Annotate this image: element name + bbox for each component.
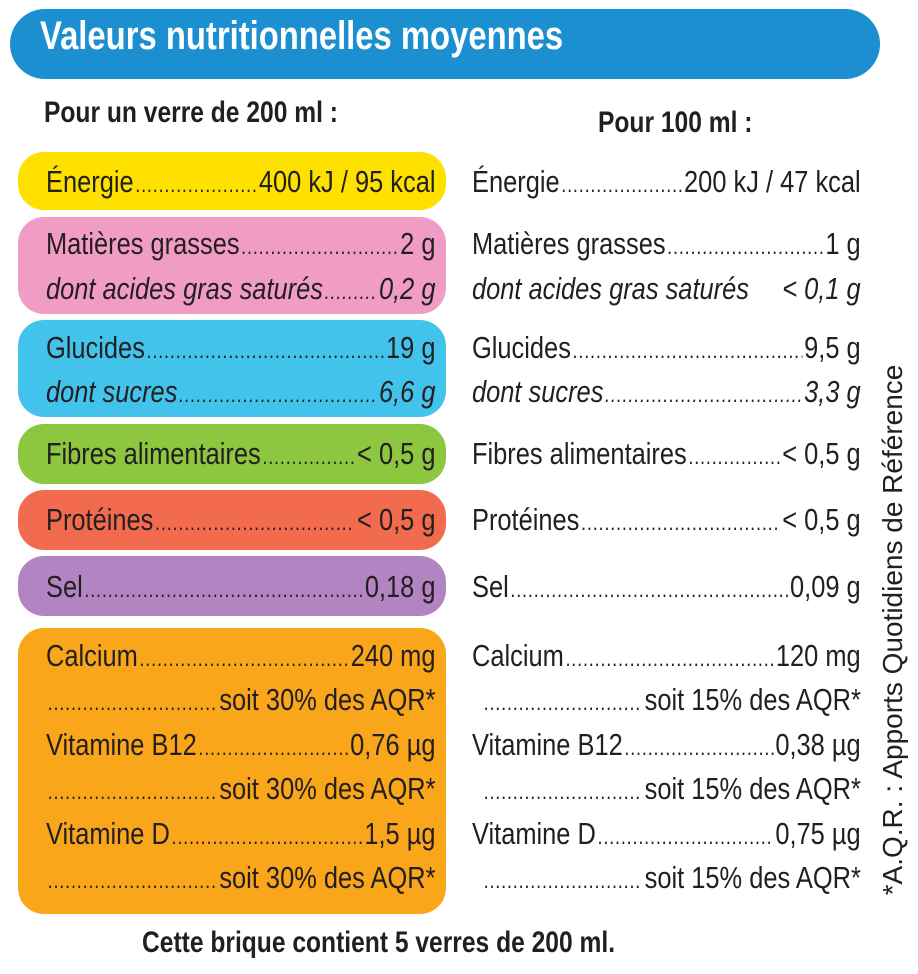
header-per-glass: Pour un verre de 200 ml :: [44, 96, 338, 129]
right-acides-gras-row: dont acides gras saturés < 0,1 g: [472, 273, 861, 304]
left-energie-value: 400 kJ / 95 kcal: [258, 164, 436, 199]
right-sel-label: Sel: [472, 569, 509, 604]
left-calcium-row: Calcium 240 mg: [46, 640, 436, 671]
right-b12-aqr-row: soit 15% des AQR*: [482, 773, 861, 804]
left-acides-gras-row: dont acides gras saturés 0,2 g: [46, 273, 436, 304]
left-matieres-grasses-row: Matières grasses 2 g: [46, 228, 436, 259]
left-sel-label: Sel: [46, 569, 83, 604]
right-vitd-label: Vitamine D: [472, 816, 596, 851]
right-calcium-label: Calcium: [472, 638, 564, 673]
right-vitd-aqr-value: soit 15% des AQR*: [644, 860, 861, 895]
right-sucres-label: dont sucres: [472, 374, 604, 409]
left-acides-gras-value: 0,2 g: [378, 271, 436, 306]
right-proteines-value: < 0,5 g: [782, 502, 861, 537]
left-fibres-value: < 0,5 g: [357, 436, 436, 471]
right-proteines-label: Protéines: [472, 502, 580, 537]
aqr-side-note: *A.Q.R. : Apports Quotidiens de Référenc…: [868, 350, 918, 910]
right-fibres-label: Fibres alimentaires: [472, 436, 687, 471]
right-matieres-grasses-value: 1 g: [825, 226, 861, 261]
left-sel-row: Sel 0,18 g: [46, 571, 436, 602]
right-vitd-aqr-row: soit 15% des AQR*: [482, 862, 861, 893]
left-b12-aqr-row: soit 30% des AQR*: [46, 771, 436, 806]
right-calcium-aqr-row: soit 15% des AQR*: [482, 684, 861, 715]
left-vitd-aqr-row: soit 30% des AQR*: [46, 860, 436, 895]
left-vitd-row: Vitamine D 1,5 µg: [46, 818, 436, 849]
right-glucides-label: Glucides: [472, 330, 571, 365]
right-b12-label: Vitamine B12: [472, 727, 623, 762]
left-glucides-label: Glucides: [46, 330, 145, 365]
left-acides-gras-label: dont acides gras saturés: [46, 271, 323, 306]
footer-note: Cette brique contient 5 verres de 200 ml…: [142, 926, 616, 959]
title-bar: [10, 9, 880, 79]
left-b12-row: Vitamine B12 0,76 µg: [46, 729, 436, 760]
right-acides-gras-label: dont acides gras saturés: [472, 271, 749, 306]
right-energie-value: 200 kJ / 47 kcal: [684, 164, 861, 199]
left-sucres-value: 6,6 g: [378, 374, 436, 409]
right-acides-gras-value: < 0,1 g: [782, 271, 861, 306]
left-sel-value: 0,18 g: [364, 569, 436, 604]
left-proteines-row: Protéines < 0,5 g: [46, 504, 436, 535]
left-b12-aqr-value: soit 30% des AQR*: [219, 771, 436, 806]
left-fibres-row: Fibres alimentaires < 0,5 g: [46, 438, 436, 469]
left-vitd-value: 1,5 µg: [364, 816, 436, 851]
left-b12-value: 0,76 µg: [350, 727, 436, 762]
right-sel-row: Sel 0,09 g: [472, 571, 861, 602]
left-energie-label: Énergie: [46, 164, 134, 199]
left-proteines-value: < 0,5 g: [357, 502, 436, 537]
vitamines-pill: [18, 628, 446, 914]
left-matieres-grasses-value: 2 g: [400, 226, 436, 261]
right-b12-aqr-value: soit 15% des AQR*: [644, 771, 861, 806]
left-sucres-label: dont sucres: [46, 374, 178, 409]
right-calcium-row: Calcium 120 mg: [472, 640, 861, 671]
left-sucres-row: dont sucres 6,6 g: [46, 376, 436, 407]
fibres-pill: [18, 424, 446, 484]
left-calcium-aqr-row: soit 30% des AQR*: [46, 682, 436, 717]
right-sucres-value: 3,3 g: [804, 374, 861, 409]
left-calcium-value: 240 mg: [350, 638, 436, 673]
right-fibres-row: Fibres alimentaires < 0,5 g: [472, 438, 861, 469]
right-calcium-aqr-value: soit 15% des AQR*: [644, 682, 861, 717]
right-energie-row: Énergie 200 kJ / 47 kcal: [472, 166, 861, 197]
page-title: Valeurs nutritionnelles moyennes: [40, 14, 564, 58]
right-matieres-grasses-row: Matières grasses 1 g: [472, 228, 861, 259]
left-matieres-grasses-label: Matières grasses: [46, 226, 240, 261]
right-b12-value: 0,38 µg: [775, 727, 861, 762]
left-proteines-label: Protéines: [46, 502, 154, 537]
left-fibres-label: Fibres alimentaires: [46, 436, 261, 471]
left-b12-label: Vitamine B12: [46, 727, 197, 762]
right-calcium-value: 120 mg: [775, 638, 861, 673]
left-glucides-row: Glucides 19 g: [46, 332, 436, 363]
left-energie-row: Énergie 400 kJ / 95 kcal: [46, 166, 436, 197]
right-sel-value: 0,09 g: [789, 569, 861, 604]
header-per-100ml: Pour 100 ml :: [598, 106, 753, 139]
right-vitd-row: Vitamine D 0,75 µg: [472, 818, 861, 849]
right-sucres-row: dont sucres 3,3 g: [472, 376, 861, 407]
right-proteines-row: Protéines < 0,5 g: [472, 504, 861, 535]
right-vitd-value: 0,75 µg: [775, 816, 861, 851]
left-vitd-aqr-value: soit 30% des AQR*: [219, 860, 436, 895]
left-vitd-label: Vitamine D: [46, 816, 170, 851]
right-b12-row: Vitamine B12 0,38 µg: [472, 729, 861, 760]
right-energie-label: Énergie: [472, 164, 560, 199]
right-matieres-grasses-label: Matières grasses: [472, 226, 666, 261]
left-calcium-aqr-value: soit 30% des AQR*: [219, 682, 436, 717]
right-fibres-value: < 0,5 g: [782, 436, 861, 471]
left-calcium-label: Calcium: [46, 638, 138, 673]
aqr-side-note-text: *A.Q.R. : Apports Quotidiens de Référenc…: [877, 364, 908, 896]
right-glucides-value: 9,5 g: [804, 330, 861, 365]
left-glucides-value: 19 g: [386, 330, 436, 365]
right-glucides-row: Glucides 9,5 g: [472, 332, 861, 363]
